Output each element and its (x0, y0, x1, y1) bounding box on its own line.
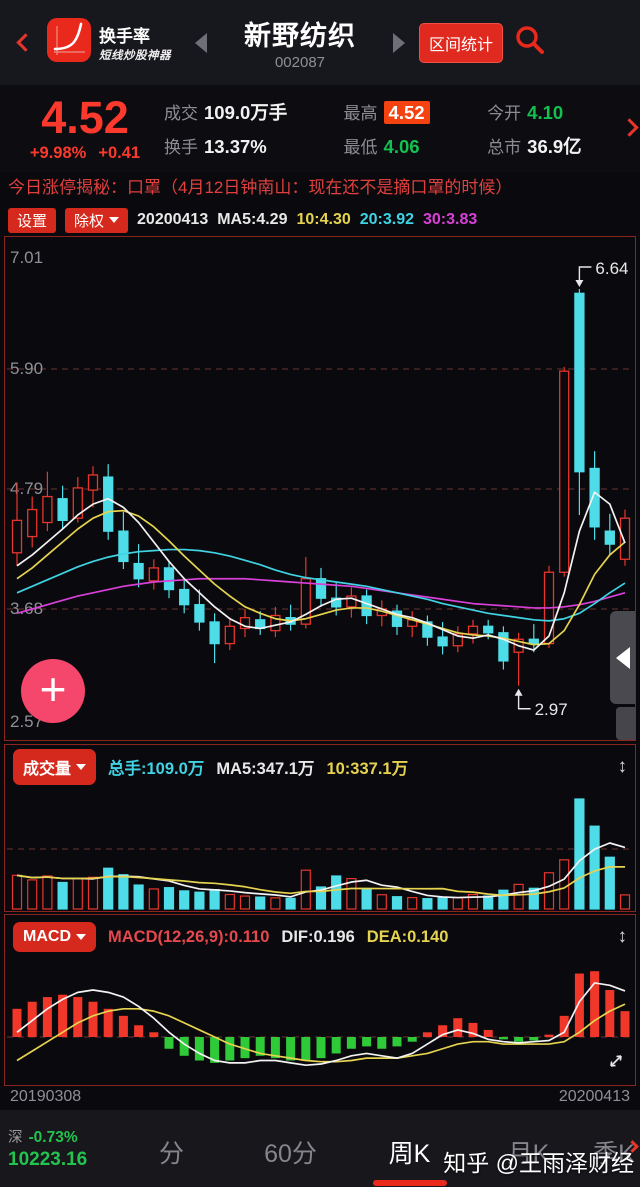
expand-diagonal-icon[interactable] (607, 1052, 625, 1075)
macd-panel: MACD MACD(12,26,9):0.110 DIF:0.196 DEA:0… (4, 914, 636, 1086)
svg-text:2.97: 2.97 (535, 700, 568, 719)
last-price: 4.52 (41, 92, 129, 144)
ma30-legend: 30:3.83 (423, 211, 478, 228)
chart-toolbar: 设置 除权 20200413 MA5:4.29 10:4.30 20:3.92 … (0, 206, 640, 234)
svg-text:3.68: 3.68 (10, 599, 43, 618)
app-tagline: 短线炒股神器 (99, 50, 171, 62)
exright-button[interactable]: 除权 (65, 207, 129, 233)
svg-text:5.90: 5.90 (10, 359, 43, 378)
volume-chart[interactable] (5, 789, 633, 911)
change-percent: +9.98% (29, 143, 87, 162)
candlestick-chart[interactable]: 7.015.904.793.682.576.642.97 (5, 237, 635, 740)
news-ticker[interactable]: 今日涨停揭秘：口罩（4月12日钟南山：现在还不是摘口罩的时候） (8, 178, 513, 197)
macd-value: MACD(12,26,9):0.110 (108, 927, 270, 946)
active-tab-underline (372, 1180, 447, 1186)
quote-fields: 成交 109.0万手 最高 4.52 今开 4.10 换手 13.37% 最低 4.06 … (164, 95, 638, 163)
svg-text:7.01: 7.01 (10, 248, 43, 267)
exright-label: 除权 (74, 212, 105, 230)
chart-date: 20200413 (137, 211, 209, 228)
change-amount: +0.41 (98, 143, 141, 162)
index-percent: -0.73% (28, 1129, 78, 1147)
start-date: 20190308 (10, 1088, 82, 1105)
macd-chart[interactable] (5, 959, 633, 1085)
quote-strip: 4.52 +9.98% +0.41 成交 109.0万手 最高 4.52 今开 4.1… (0, 85, 640, 172)
field-label: 今开 (487, 104, 522, 123)
settings-button[interactable]: 设置 (8, 207, 57, 233)
caret-down-icon (76, 764, 87, 770)
stock-code: 002087 (274, 54, 326, 71)
volume-ma10: 10:337.1万 (326, 760, 409, 778)
svg-text:4.79: 4.79 (10, 479, 43, 498)
period-tabs: 分 60分 周K 月K 季K (112, 1110, 640, 1187)
search-icon[interactable] (513, 23, 547, 62)
field-label: 总市 (487, 137, 522, 157)
add-fab-button[interactable]: + (21, 659, 85, 723)
stock-title-block: 新野纺织 002087 (215, 14, 385, 71)
caret-down-icon (109, 217, 120, 223)
tab-minute[interactable]: 分 (158, 1140, 184, 1168)
field-label: 成交 (164, 103, 198, 123)
svg-text:6.64: 6.64 (595, 259, 628, 278)
tab-monthly-k[interactable]: 月K (507, 1140, 550, 1168)
top-nav: 换手率 短线炒股神器 新野纺织 002087 区间统计 (0, 0, 640, 85)
triangle-left-icon (615, 646, 630, 669)
field-label: 最高 (343, 104, 378, 123)
volume-selector-label: 成交量 (23, 761, 72, 778)
macd-selector-label: MACD (23, 928, 71, 945)
volume-total: 总手:109.0万 (108, 760, 205, 778)
resize-vertical-icon[interactable]: ↕ (617, 926, 628, 947)
end-date: 20200413 (558, 1088, 630, 1105)
field-value: 36.9亿 (527, 135, 582, 157)
index-name: 深 (8, 1130, 23, 1147)
chart-scroll-thumb[interactable] (616, 707, 635, 740)
volume-ma5: MA5:347.1万 (216, 760, 315, 778)
dea-value: DEA:0.140 (366, 927, 449, 946)
volume-selector-button[interactable]: 成交量 (13, 749, 97, 785)
next-stock-icon[interactable] (393, 32, 405, 53)
chart-scroll-handle[interactable] (610, 611, 635, 704)
field-value: 4.10 (527, 102, 564, 123)
field-value-low: 4.06 (383, 136, 420, 157)
back-chevron-icon (15, 33, 35, 52)
main-chart-panel: 7.01 5.90 4.79 3.68 2.57 6.64 2.97 + (4, 236, 636, 741)
range-stats-button[interactable]: 区间统计 (419, 22, 504, 63)
period-tab-bar: 深 -0.73% 10223.16 分 60分 周K 月K 季K 知乎 @王雨泽财… (0, 1110, 640, 1187)
date-range-row: 20190308 20200413 (0, 1086, 640, 1110)
index-value: 10223.16 (8, 1149, 88, 1171)
field-label: 最低 (343, 138, 378, 157)
app-logo[interactable]: 换手率 短线炒股神器 (46, 17, 171, 68)
ma10-legend: 10:4.30 (296, 211, 351, 228)
price-block: 4.52 +9.98% +0.41 (6, 94, 164, 162)
ma20-legend: 20:3.92 (359, 211, 414, 228)
app-logo-icon (46, 17, 92, 68)
tab-quarterly-k[interactable]: 季K (593, 1140, 635, 1168)
field-label: 换手 (164, 138, 198, 157)
dif-value: DIF:0.196 (281, 927, 355, 946)
stock-title: 新野纺织 (244, 21, 356, 51)
caret-down-icon (76, 934, 86, 940)
back-button[interactable] (10, 33, 40, 52)
resize-vertical-icon[interactable]: ↕ (617, 756, 628, 777)
volume-panel: 成交量 总手:109.0万 MA5:347.1万 10:337.1万 ↕ (4, 744, 636, 912)
watermark: 知乎 @王雨泽财经 (443, 1150, 634, 1176)
field-value: 109.0万手 (204, 101, 288, 123)
tab-60min[interactable]: 60分 (264, 1140, 317, 1168)
macd-selector-button[interactable]: MACD (13, 922, 96, 952)
ma5-legend: MA5:4.29 (217, 211, 288, 228)
app-name: 换手率 (99, 27, 150, 46)
field-value: 13.37% (204, 136, 267, 157)
field-value-high: 4.52 (383, 101, 430, 124)
index-quote-shenzhen[interactable]: 深 -0.73% 10223.16 (0, 1128, 112, 1172)
prev-stock-icon[interactable] (195, 32, 207, 53)
tab-weekly-k[interactable]: 周K (350, 1130, 469, 1186)
